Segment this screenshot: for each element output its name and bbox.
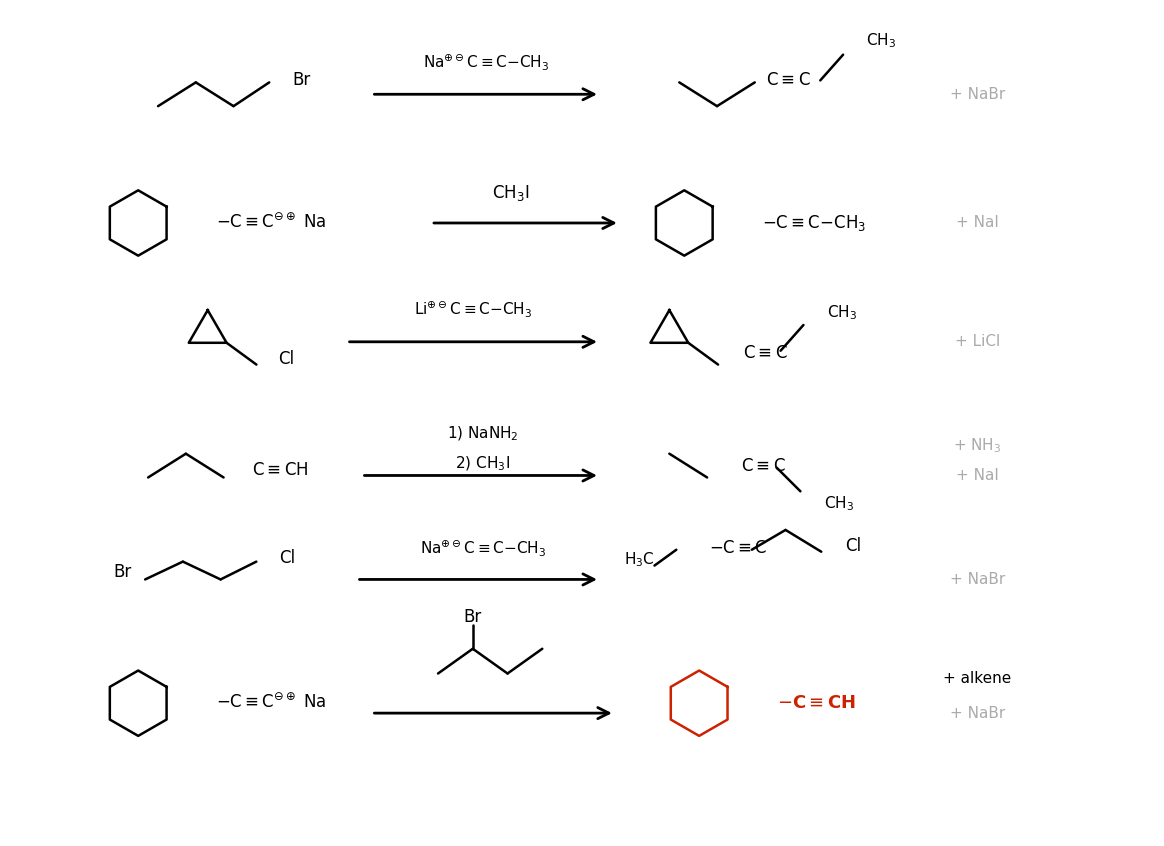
Text: Li$^{\oplus\ominus}$C$\equiv$C$-$CH$_3$: Li$^{\oplus\ominus}$C$\equiv$C$-$CH$_3$ xyxy=(413,299,532,319)
Text: + LiCl: + LiCl xyxy=(954,334,1000,349)
Text: + NaI: + NaI xyxy=(956,468,999,483)
Text: + NaBr: + NaBr xyxy=(950,572,1005,587)
Text: H$_3$C: H$_3$C xyxy=(624,550,654,569)
Text: $-$C$\equiv$C$^{\ominus\oplus}$ Na: $-$C$\equiv$C$^{\ominus\oplus}$ Na xyxy=(215,694,326,712)
Text: 2) CH$_3$I: 2) CH$_3$I xyxy=(455,454,510,473)
Text: CH$_3$I: CH$_3$I xyxy=(492,184,530,203)
Text: $-$C$\equiv$CH: $-$C$\equiv$CH xyxy=(776,695,856,712)
Text: + NaBr: + NaBr xyxy=(950,706,1005,721)
Text: Cl: Cl xyxy=(279,549,296,567)
Text: Br: Br xyxy=(292,71,311,90)
Text: 1) NaNH$_2$: 1) NaNH$_2$ xyxy=(447,425,518,443)
Text: Br: Br xyxy=(113,563,132,580)
Text: C$\equiv$C: C$\equiv$C xyxy=(740,457,786,475)
Text: CH$_3$: CH$_3$ xyxy=(828,304,858,322)
Text: + alkene: + alkene xyxy=(943,671,1012,686)
Text: Br: Br xyxy=(463,608,482,626)
Text: + NaBr: + NaBr xyxy=(950,87,1005,102)
Text: Na$^{\oplus\ominus}$C$\equiv$C$-$CH$_3$: Na$^{\oplus\ominus}$C$\equiv$C$-$CH$_3$ xyxy=(423,52,549,72)
Text: Cl: Cl xyxy=(278,349,294,368)
Text: Na$^{\oplus\ominus}$C$\equiv$C$-$CH$_3$: Na$^{\oplus\ominus}$C$\equiv$C$-$CH$_3$ xyxy=(419,538,546,558)
Text: C$\equiv$CH: C$\equiv$CH xyxy=(253,460,308,479)
Text: + NH$_3$: + NH$_3$ xyxy=(953,437,1001,455)
Text: Cl: Cl xyxy=(845,536,861,555)
Text: C$\equiv$C: C$\equiv$C xyxy=(766,71,811,90)
Text: $-$C$\equiv$C$^{\ominus\oplus}$ Na: $-$C$\equiv$C$^{\ominus\oplus}$ Na xyxy=(215,213,326,233)
Text: CH$_3$: CH$_3$ xyxy=(824,494,854,513)
Text: CH$_3$: CH$_3$ xyxy=(866,31,896,50)
Text: C$\equiv$C: C$\equiv$C xyxy=(743,343,788,362)
Text: $-$C$\equiv$C$-$CH$_3$: $-$C$\equiv$C$-$CH$_3$ xyxy=(761,213,866,233)
Text: + NaI: + NaI xyxy=(956,216,999,230)
Text: $-$C$\equiv$C: $-$C$\equiv$C xyxy=(709,539,767,557)
